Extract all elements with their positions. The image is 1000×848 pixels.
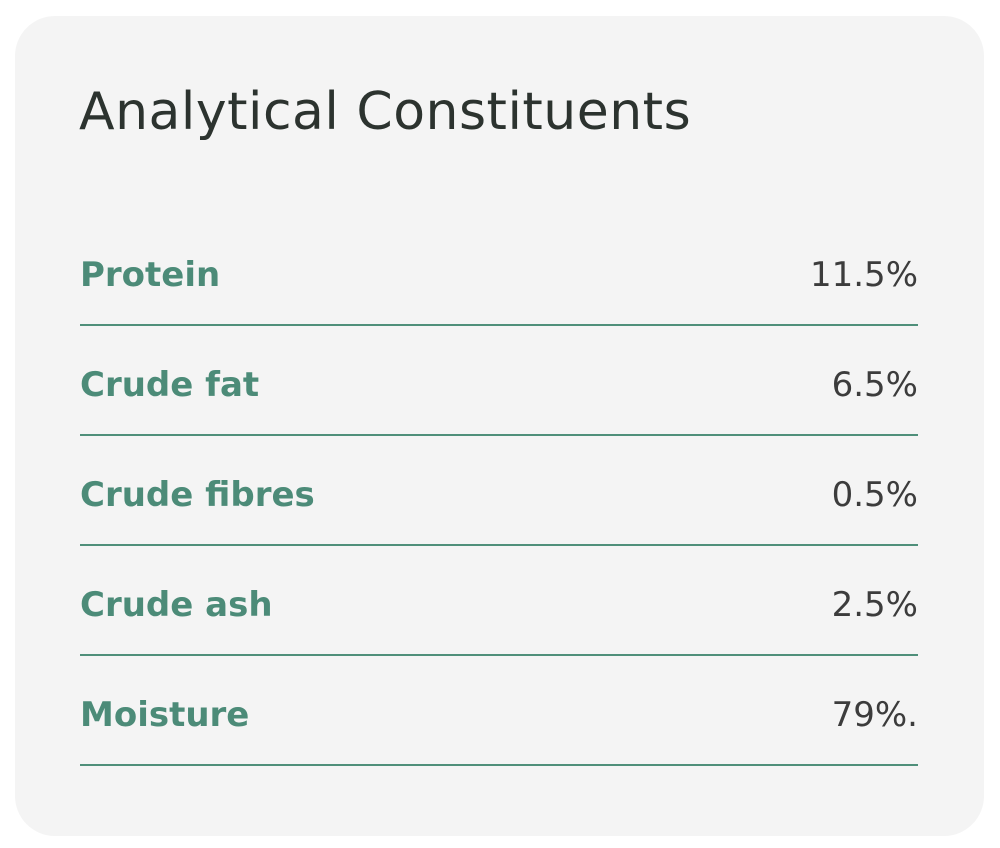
constituent-label: Crude fat bbox=[80, 365, 260, 405]
constituent-value: 0.5% bbox=[831, 475, 918, 515]
constituent-value: 6.5% bbox=[831, 365, 918, 405]
constituent-value: 11.5% bbox=[809, 255, 918, 295]
constituent-row: Moisture 79%. bbox=[80, 656, 918, 766]
constituent-label: Crude ash bbox=[80, 585, 273, 625]
card-title: Analytical Constituents bbox=[79, 82, 692, 142]
constituent-row: Crude ash 2.5% bbox=[80, 546, 918, 656]
constituents-list: Protein 11.5% Crude fat 6.5% Crude fibres 0.5… bbox=[80, 216, 918, 766]
constituent-label: Protein bbox=[80, 255, 221, 295]
constituent-value: 2.5% bbox=[831, 585, 918, 625]
card: Analytical Constituents Protein 11.5% Crud… bbox=[15, 16, 984, 836]
constituent-label: Crude fibres bbox=[80, 475, 315, 515]
constituent-row: Protein 11.5% bbox=[80, 216, 918, 326]
constituent-value: 79%. bbox=[831, 695, 918, 735]
constituent-label: Moisture bbox=[80, 695, 250, 735]
constituent-row: Crude fibres 0.5% bbox=[80, 436, 918, 546]
constituent-row: Crude fat 6.5% bbox=[80, 326, 918, 436]
